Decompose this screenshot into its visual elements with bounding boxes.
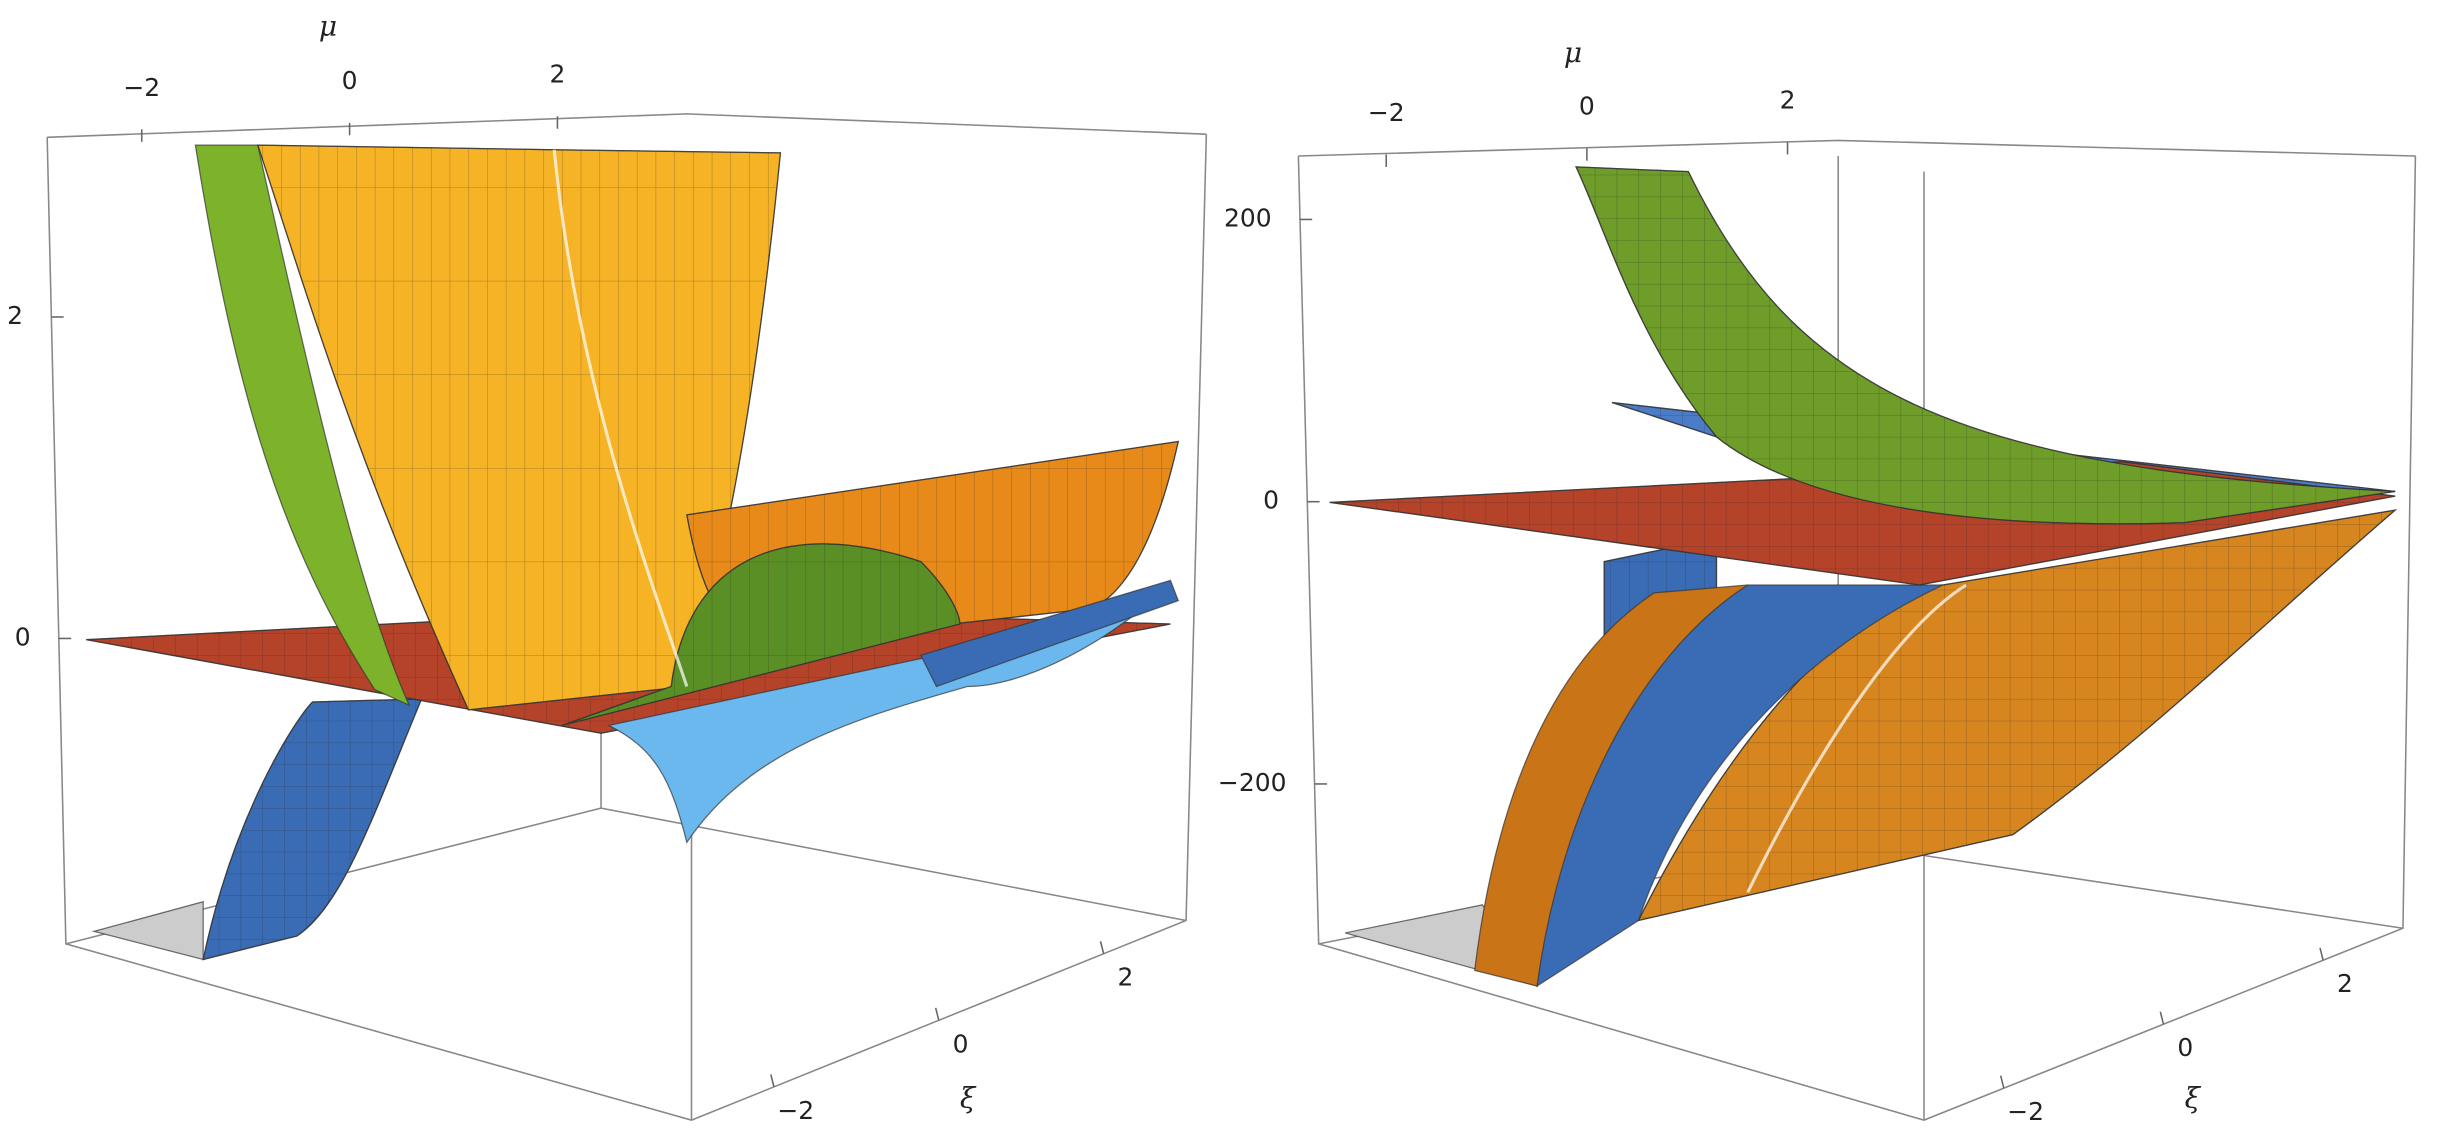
axis-label: μ	[1564, 36, 1582, 69]
tick-label: 0	[2177, 1033, 2193, 1062]
tick-mark	[2159, 1011, 2165, 1025]
axis-label: μ	[319, 10, 337, 43]
tick-label: 0	[953, 1029, 969, 1058]
tick-label: 0	[1263, 486, 1279, 515]
tick-label: 200	[1224, 203, 1272, 232]
tick-label: −2	[1368, 98, 1405, 127]
tick-mark	[770, 1074, 775, 1088]
tick-mark	[2319, 947, 2324, 961]
tick-label: −2	[123, 73, 160, 102]
tick-label: 2	[1780, 85, 1796, 114]
axis-label: ξ	[960, 1081, 977, 1114]
tick-mark	[934, 1007, 940, 1021]
tick-label: 0	[1579, 92, 1595, 121]
tick-mark	[1099, 941, 1105, 954]
tick-mark	[1999, 1075, 2005, 1089]
tick-label: 2	[1118, 963, 1134, 992]
tick-label: 2	[549, 60, 565, 89]
tick-label: −2	[777, 1096, 814, 1125]
tick-label: −200	[1218, 768, 1287, 797]
surfaces	[1329, 166, 2398, 988]
tick-label: 2	[7, 301, 23, 330]
tick-label: 0	[342, 66, 358, 95]
axis-label: ξ	[2185, 1081, 2202, 1114]
tick-label: 0	[15, 622, 31, 651]
surfaces	[86, 144, 1180, 961]
tick-label: 2	[2337, 969, 2353, 998]
tick-label: −2	[2007, 1097, 2044, 1126]
